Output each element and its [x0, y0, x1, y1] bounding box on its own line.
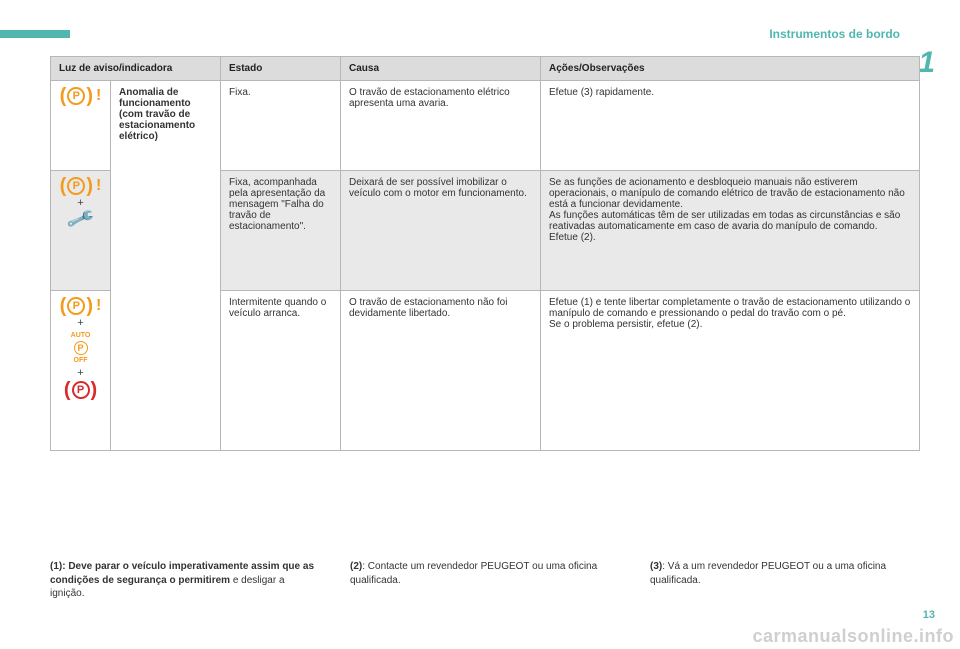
row-label: Anomalia de funcionamento (com travão de…: [111, 81, 221, 451]
parking-brake-fault-icon: (P)!: [60, 177, 102, 195]
icon-cell: (P)! + AUTO P OFF + (P): [51, 291, 111, 451]
chapter-number: 1: [918, 46, 935, 80]
footnote-2-bold: (2): [350, 561, 362, 572]
wrench-icon: 🔧: [66, 207, 96, 232]
cell-acoes: Efetue (1) e tente libertar completament…: [541, 291, 920, 451]
cell-causa: O travão de estacionamento elétrico apre…: [341, 81, 541, 171]
footnote-2: (2): Contacte um revendedor PEUGEOT ou u…: [350, 560, 620, 601]
cell-causa: O travão de estacionamento não foi devid…: [341, 291, 541, 451]
icon-cell: (P)!: [51, 81, 111, 171]
cell-estado: Fixa, acompanhada pela apresentação da m…: [221, 171, 341, 291]
parking-brake-red-icon: (P): [64, 381, 97, 399]
cell-estado: Fixa.: [221, 81, 341, 171]
footnote-3: (3): Vá a um revendedor PEUGEOT ou a uma…: [650, 560, 920, 601]
cell-acoes: Efetue (3) rapidamente.: [541, 81, 920, 171]
plus-icon: +: [77, 367, 83, 379]
col-header-indicator: Luz de aviso/indicadora: [51, 57, 221, 81]
parking-brake-fault-icon: (P)!: [60, 87, 102, 105]
plus-icon: +: [77, 317, 83, 329]
table-row: (P)! Anomalia de funcionamento (com trav…: [51, 81, 920, 171]
icon-cell: (P)! + 🔧: [51, 171, 111, 291]
footnote-2-rest: : Contacte um revendedor PEUGEOT ou uma …: [350, 561, 597, 586]
page-number: 13: [923, 609, 935, 621]
col-header-causa: Causa: [341, 57, 541, 81]
footnote-3-bold: (3): [650, 561, 662, 572]
auto-p-off-icon: AUTO P OFF: [71, 331, 91, 365]
cell-causa: Deixará de ser possível imobilizar o veí…: [341, 171, 541, 291]
parking-brake-fault-icon: (P)!: [60, 297, 102, 315]
accent-strip: [0, 30, 70, 38]
footnotes: (1): Deve parar o veículo imperativament…: [50, 560, 920, 601]
col-header-acoes: Ações/Observações: [541, 57, 920, 81]
cell-acoes: Se as funções de acionamento e desbloque…: [541, 171, 920, 291]
table-header-row: Luz de aviso/indicadora Estado Causa Açõ…: [51, 57, 920, 81]
footnote-1: (1): Deve parar o veículo imperativament…: [50, 560, 320, 601]
footnote-3-rest: : Vá a um revendedor PEUGEOT ou a uma of…: [650, 561, 886, 586]
cell-estado: Intermitente quando o veículo arranca.: [221, 291, 341, 451]
warning-table: Luz de aviso/indicadora Estado Causa Açõ…: [50, 56, 920, 451]
section-title: Instrumentos de bordo: [769, 27, 900, 41]
watermark: carmanualsonline.info: [752, 626, 954, 647]
col-header-estado: Estado: [221, 57, 341, 81]
